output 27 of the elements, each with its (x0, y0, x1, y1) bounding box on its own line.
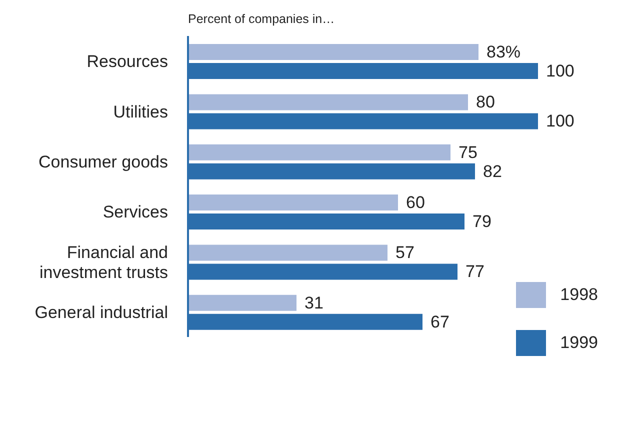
data-label: 77 (466, 262, 484, 282)
y-tick-label: Consumer goods (38, 152, 168, 171)
data-label: 100 (546, 62, 574, 81)
bar (188, 144, 450, 160)
data-label: 57 (396, 243, 414, 262)
data-label: 82 (483, 162, 502, 181)
data-label: 79 (472, 212, 492, 232)
y-tick-label: Resources (86, 52, 168, 71)
chart-subtitle: Percent of companies in… (188, 12, 335, 26)
data-label: 80 (476, 92, 495, 112)
y-tick-label: Services (102, 202, 168, 222)
bar (188, 44, 478, 60)
data-label: 67 (430, 312, 450, 332)
data-label: 60 (406, 193, 425, 212)
legend-label: 1999 (560, 333, 598, 353)
y-tick-label: Financial and investment trusts (40, 242, 168, 282)
data-label: 83% (486, 42, 521, 62)
bar (188, 194, 398, 211)
bar (188, 244, 388, 261)
legend-label: 1998 (560, 285, 598, 305)
data-label: 100 (546, 112, 574, 131)
bar (188, 94, 468, 110)
data-label: 31 (304, 293, 324, 312)
data-label: 75 (458, 142, 478, 162)
y-tick-label: Utilities (113, 102, 168, 121)
y-tick-label: General industrial (34, 302, 168, 322)
bar (188, 294, 296, 311)
